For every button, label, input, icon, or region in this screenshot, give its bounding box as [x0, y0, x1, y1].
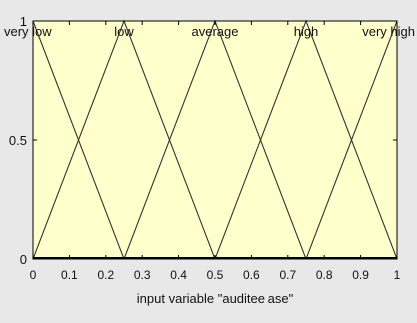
x-axis-label: input variable "auditee ase" [137, 291, 294, 306]
x-tick-label: 1 [394, 268, 401, 282]
mf-label-low: low [114, 24, 134, 39]
x-tick-label: 0.8 [316, 268, 333, 282]
y-tick-label: 0.5 [9, 133, 27, 148]
x-ticks: 0 0.1 0.2 0.3 0.4 0.5 0.6 0.7 0.8 0.9 1 [30, 21, 401, 282]
x-tick-label: 0.5 [207, 268, 224, 282]
mf-label-very-high: very high [362, 24, 415, 39]
x-tick-label: 0.6 [243, 268, 260, 282]
y-ticks: 00.51 [9, 14, 397, 267]
y-tick-label: 1 [20, 14, 27, 29]
x-tick-label: 0.7 [279, 268, 296, 282]
mf-label-high: high [294, 24, 319, 39]
mf-labels: very low low average high very high [4, 24, 415, 39]
x-tick-label: 0.3 [134, 268, 151, 282]
x-tick-label: 0.1 [61, 268, 78, 282]
y-tick-label: 0 [20, 252, 27, 267]
mf-label-very-low: very low [4, 24, 52, 39]
plot-area [33, 21, 397, 259]
x-tick-label: 0.2 [97, 268, 114, 282]
x-tick-label: 0 [30, 268, 37, 282]
x-tick-label: 0.4 [170, 268, 187, 282]
x-tick-label: 0.9 [352, 268, 369, 282]
mf-label-average: average [192, 24, 239, 39]
